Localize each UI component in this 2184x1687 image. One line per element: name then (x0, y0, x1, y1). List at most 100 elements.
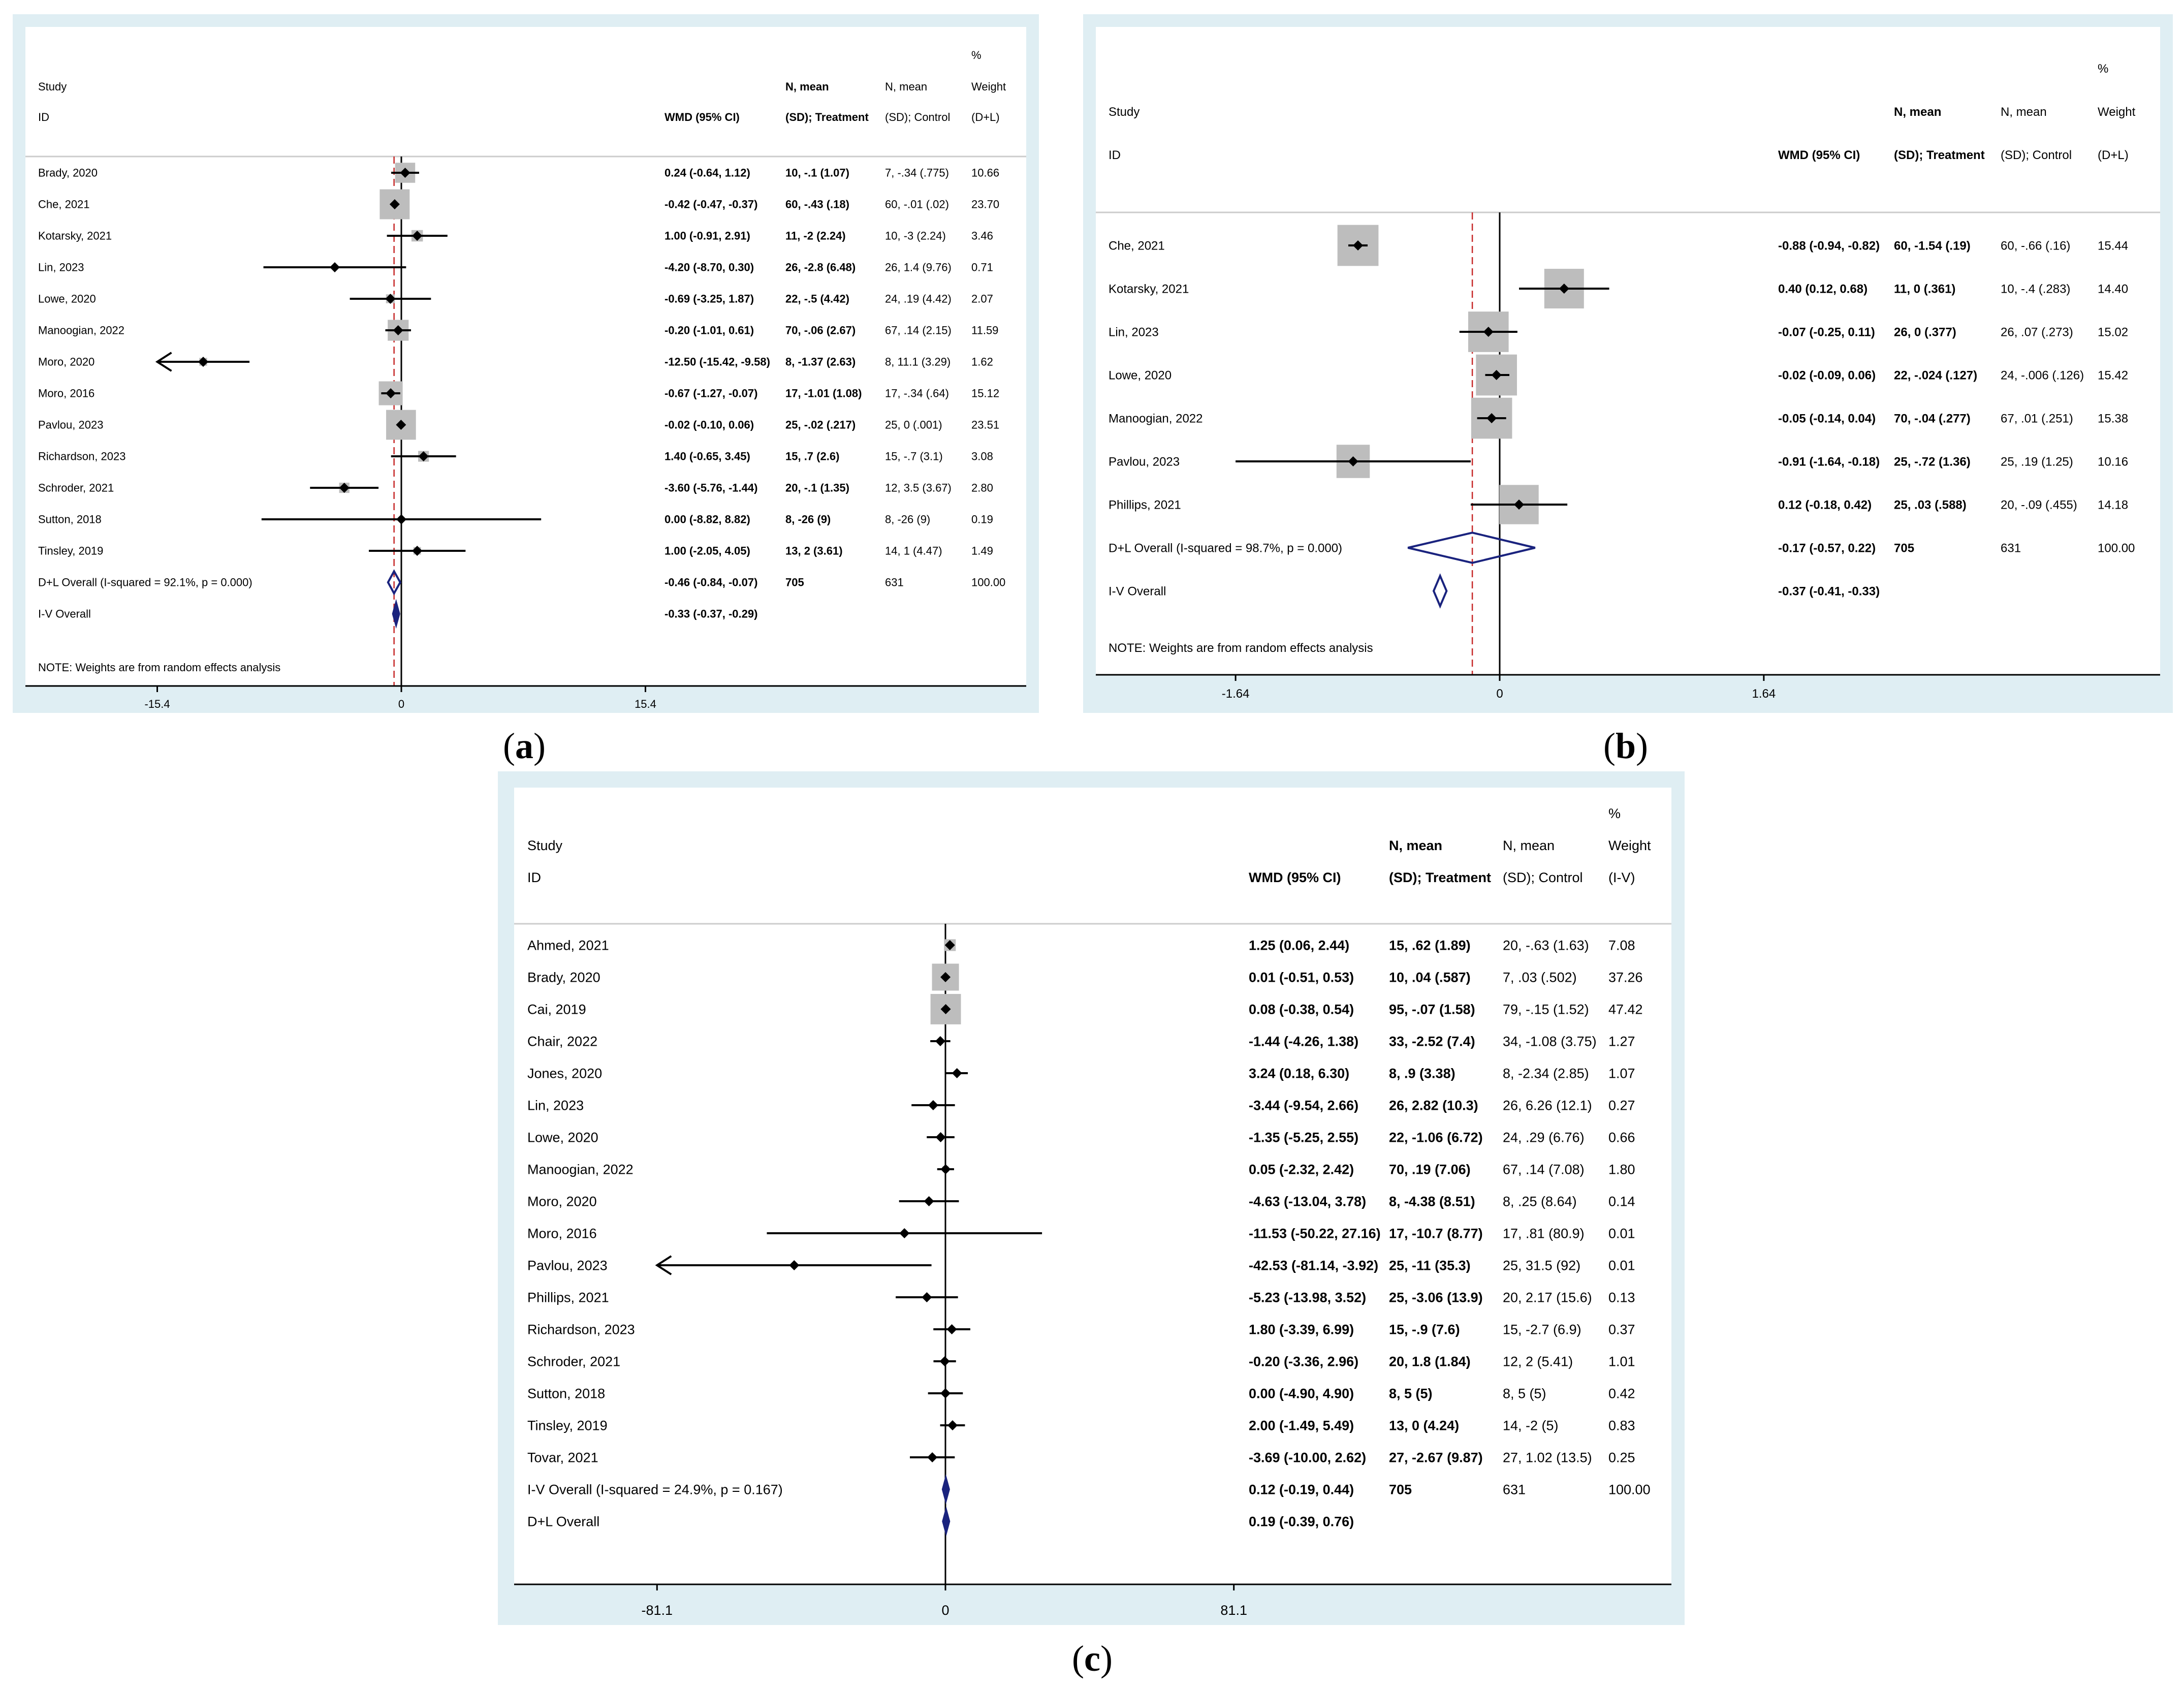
wmd-ci-text: -12.50 (-15.42, -9.58) (664, 356, 770, 368)
study-label: Moro, 2016 (38, 387, 94, 400)
weight-value: 0.27 (1608, 1098, 1635, 1113)
weight-value: 2.07 (971, 293, 993, 305)
overall-treatment-n: 705 (785, 576, 804, 589)
treatment-value: 11, -2 (2.24) (785, 230, 846, 242)
forest-plot-a: % Study N, mean N, mean Weight ID WMD (95% CI)… (13, 14, 1039, 713)
overall-control-n: 631 (2001, 541, 2021, 555)
axis-tick-label: 0 (941, 1603, 949, 1618)
overall-treatment-n: 705 (1389, 1482, 1412, 1497)
control-value: 25, 0 (.001) (885, 419, 942, 431)
control-value: 67, .14 (7.08) (1503, 1162, 1585, 1177)
control-value: 17, .81 (80.9) (1503, 1226, 1585, 1241)
weight-value: 1.49 (971, 545, 993, 557)
header-control-n: N, mean (2001, 105, 2047, 119)
header-control-n: N, mean (1503, 838, 1555, 853)
study-label: Brady, 2020 (527, 970, 600, 985)
treatment-value: 25, -.02 (.217) (785, 419, 856, 431)
control-value: 20, 2.17 (15.6) (1503, 1290, 1592, 1305)
axis-tick-label: -81.1 (642, 1603, 673, 1618)
control-value: 14, -2 (5) (1503, 1418, 1559, 1433)
panel-label-b: (b) (1549, 728, 1702, 764)
treatment-value: 8, -1.37 (2.63) (785, 356, 856, 368)
weight-value: 10.16 (2098, 455, 2128, 468)
overall-label: D+L Overall (527, 1514, 599, 1529)
header-weight: Weight (1608, 838, 1651, 853)
control-value: 79, -.15 (1.52) (1503, 1002, 1589, 1017)
overall-label: I-V Overall (1109, 584, 1166, 598)
study-label: Kotarsky, 2021 (1109, 282, 1189, 296)
control-value: 8, -26 (9) (885, 513, 930, 526)
header-wmd: WMD (95% CI) (1249, 870, 1341, 885)
control-value: 14, 1 (4.47) (885, 545, 942, 557)
weight-value: 14.18 (2098, 498, 2128, 512)
treatment-value: 70, -.06 (2.67) (785, 324, 856, 337)
overall-label: I-V Overall (I-squared = 24.9%, p = 0.16… (527, 1482, 783, 1497)
overall-label: D+L Overall (I-squared = 98.7%, p = 0.00… (1109, 541, 1342, 555)
treatment-value: 22, -1.06 (6.72) (1389, 1130, 1483, 1145)
study-label: Sutton, 2018 (38, 513, 102, 526)
header-control-sd: (SD); Control (2001, 148, 2072, 162)
header-study: Study (38, 80, 67, 93)
wmd-ci-text: 0.01 (-0.51, 0.53) (1249, 970, 1354, 985)
treatment-value: 70, -.04 (.277) (1894, 412, 1971, 425)
axis-tick-label: 81.1 (1220, 1603, 1247, 1618)
control-value: 17, -.34 (.64) (885, 387, 949, 400)
treatment-value: 26, -2.8 (6.48) (785, 261, 856, 274)
study-label: Moro, 2020 (527, 1194, 597, 1209)
study-label: Manoogian, 2022 (527, 1162, 634, 1177)
study-label: Lowe, 2020 (1109, 368, 1172, 382)
weights-note: NOTE: Weights are from random effects an… (1109, 641, 1373, 655)
study-label: Pavlou, 2023 (38, 419, 103, 431)
treatment-value: 26, 0 (.377) (1894, 325, 1956, 339)
study-label: Tinsley, 2019 (38, 545, 103, 557)
study-label: Schroder, 2021 (38, 482, 114, 494)
control-value: 10, -3 (2.24) (885, 230, 946, 242)
weight-value: 0.01 (1608, 1258, 1635, 1273)
header-treatment-n: N, mean (1894, 105, 1941, 119)
control-value: 8, 5 (5) (1503, 1386, 1546, 1401)
control-value: 67, .14 (2.15) (885, 324, 952, 337)
wmd-ci-text: 1.40 (-0.65, 3.45) (664, 450, 750, 463)
control-value: 67, .01 (.251) (2001, 412, 2073, 425)
wmd-ci-text: -0.05 (-0.14, 0.04) (1778, 412, 1876, 425)
wmd-ci-text: -0.67 (-1.27, -0.07) (664, 387, 757, 400)
header-weight: Weight (971, 80, 1006, 93)
wmd-ci-text: 0.00 (-8.82, 8.82) (664, 513, 750, 526)
control-value: 15, -.7 (3.1) (885, 450, 943, 463)
header-treatment-sd: (SD); Treatment (1389, 870, 1491, 885)
study-label: Phillips, 2021 (527, 1290, 609, 1305)
overall-ci-text: 0.19 (-0.39, 0.76) (1249, 1514, 1354, 1529)
study-label: Pavlou, 2023 (1109, 455, 1180, 468)
treatment-value: 8, -26 (9) (785, 513, 831, 526)
treatment-value: 13, 0 (4.24) (1389, 1418, 1459, 1433)
treatment-value: 10, -.1 (1.07) (785, 167, 849, 179)
wmd-ci-text: 0.24 (-0.64, 1.12) (664, 167, 750, 179)
study-label: Manoogian, 2022 (38, 324, 124, 337)
overall-weight: 100.00 (2098, 541, 2135, 555)
study-label: Tinsley, 2019 (527, 1418, 608, 1433)
control-value: 8, 11.1 (3.29) (885, 356, 951, 368)
wmd-ci-text: -11.53 (-50.22, 27.16) (1249, 1226, 1381, 1241)
treatment-value: 8, .9 (3.38) (1389, 1066, 1455, 1081)
axis-tick-label: -15.4 (144, 698, 170, 710)
wmd-ci-text: 1.00 (-2.05, 4.05) (664, 545, 750, 557)
wmd-ci-text: -0.02 (-0.10, 0.06) (664, 419, 754, 431)
weight-value: 1.07 (1608, 1066, 1635, 1081)
header-treatment-sd: (SD); Treatment (785, 111, 869, 123)
weight-value: 0.66 (1608, 1130, 1635, 1145)
wmd-ci-text: 2.00 (-1.49, 5.49) (1249, 1418, 1354, 1433)
control-value: 27, 1.02 (13.5) (1503, 1450, 1592, 1465)
header-control-sd: (SD); Control (885, 111, 950, 123)
control-value: 24, .29 (6.76) (1503, 1130, 1585, 1145)
weight-value: 23.70 (971, 198, 999, 211)
overall-weight: 100.00 (971, 576, 1005, 589)
weight-value: 37.26 (1608, 970, 1643, 985)
axis-tick-label: 1.64 (1752, 687, 1776, 701)
study-label: Jones, 2020 (527, 1066, 602, 1081)
weight-value: 0.19 (971, 513, 993, 526)
header-weight-method: (I-V) (1608, 870, 1635, 885)
treatment-value: 60, -.43 (.18) (785, 198, 849, 211)
weight-value: 3.08 (971, 450, 993, 463)
study-label: Sutton, 2018 (527, 1386, 605, 1401)
study-label: Lowe, 2020 (38, 293, 96, 305)
